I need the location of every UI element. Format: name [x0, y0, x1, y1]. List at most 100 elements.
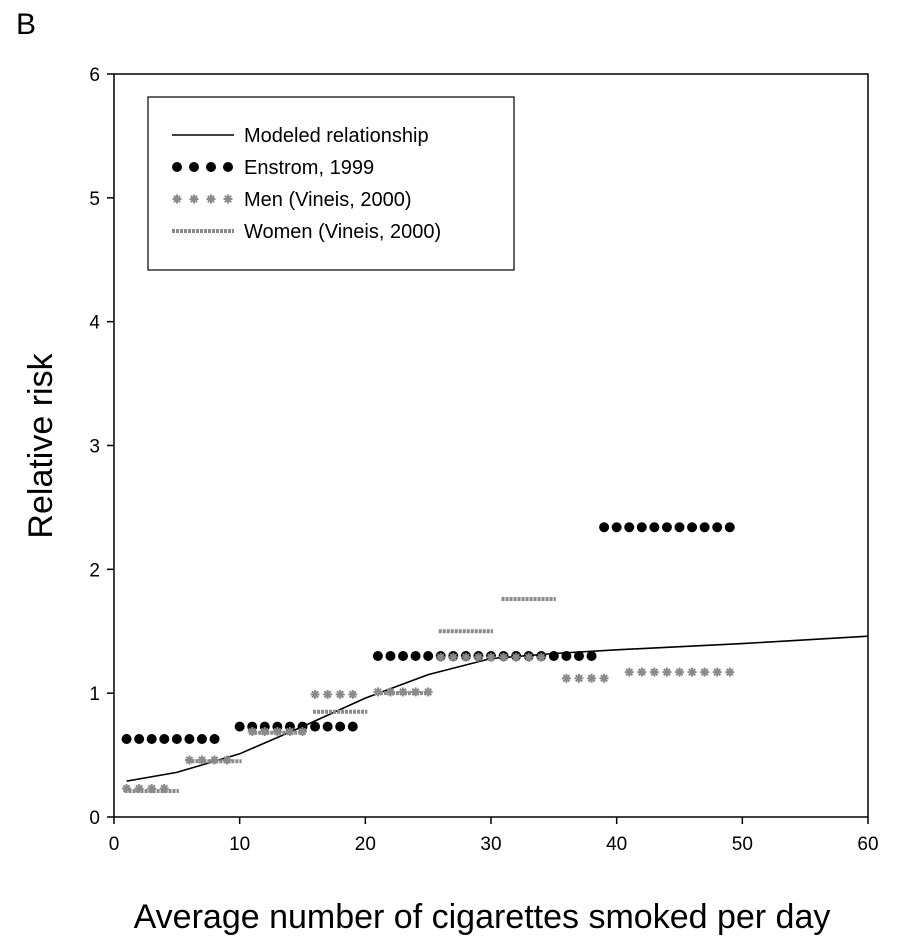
- enstrom-point: [184, 733, 195, 744]
- enstrom-point: [310, 721, 321, 732]
- enstrom-point: [712, 522, 723, 533]
- enstrom-point: [209, 733, 220, 744]
- men-point: [486, 652, 496, 662]
- x-tick-label: 0: [109, 834, 120, 855]
- enstrom-point: [674, 522, 685, 533]
- legend-swatch-marker: [206, 162, 216, 172]
- y-axis-title: Relative risk: [22, 352, 60, 538]
- series-enstrom-1999: [121, 522, 735, 744]
- men-point: [348, 689, 358, 699]
- star-spoke: [190, 195, 198, 203]
- star-spoke: [637, 668, 646, 677]
- enstrom-point: [196, 733, 207, 744]
- enstrom-point: [121, 733, 132, 744]
- legend: Modeled relationship Enstrom, 1999 Men (Vi…: [147, 96, 515, 271]
- men-point: [700, 667, 710, 677]
- x-axis-ticks: 0 10 20 30 40 50 60: [109, 817, 879, 855]
- star-spoke: [675, 668, 684, 677]
- enstrom-point: [398, 651, 409, 662]
- star-spoke: [487, 653, 495, 662]
- enstrom-point: [636, 522, 647, 533]
- star-spoke: [122, 784, 131, 793]
- star-spoke: [688, 668, 696, 677]
- star-spoke: [474, 653, 483, 662]
- x-tick-label: 30: [480, 834, 501, 855]
- star-spoke: [575, 674, 583, 683]
- x-tick-label: 10: [229, 834, 250, 855]
- men-point: [624, 667, 634, 677]
- y-axis-ticks: 0 1 2 3 4 5 6: [89, 65, 114, 829]
- enstrom-point: [385, 651, 396, 662]
- enstrom-point: [611, 522, 622, 533]
- legend-label: Enstrom, 1999: [244, 157, 374, 179]
- enstrom-point: [586, 651, 597, 662]
- enstrom-point: [372, 651, 383, 662]
- enstrom-point: [335, 721, 346, 732]
- legend-swatch-marker: [223, 194, 233, 204]
- enstrom-point: [322, 721, 333, 732]
- enstrom-point: [661, 522, 672, 533]
- star-spoke: [587, 674, 596, 683]
- star-spoke: [700, 668, 709, 677]
- star-spoke: [625, 668, 634, 677]
- legend-label: Women (Vineis, 2000): [244, 221, 441, 243]
- y-tick-label: 1: [89, 684, 100, 705]
- enstrom-point: [573, 651, 584, 662]
- men-point: [436, 652, 446, 662]
- star-spoke: [224, 195, 232, 203]
- enstrom-point: [699, 522, 710, 533]
- legend-label: Men (Vineis, 2000): [244, 189, 412, 211]
- legend-swatch-marker: [189, 194, 199, 204]
- star-spoke: [725, 668, 734, 677]
- enstrom-point: [599, 522, 610, 533]
- men-point: [511, 652, 521, 662]
- enstrom-point: [724, 522, 735, 533]
- star-spoke: [449, 653, 458, 662]
- men-point: [587, 673, 597, 683]
- men-point: [649, 667, 659, 677]
- men-point: [662, 667, 672, 677]
- star-spoke: [348, 690, 357, 699]
- star-spoke: [173, 195, 181, 203]
- men-point: [725, 667, 735, 677]
- legend-box: [147, 96, 515, 271]
- enstrom-point: [146, 733, 157, 744]
- enstrom-point: [561, 651, 572, 662]
- x-tick-label: 40: [606, 834, 627, 855]
- enstrom-point: [134, 733, 145, 744]
- y-tick-label: 0: [89, 808, 100, 829]
- legend-swatch-marker: [172, 162, 182, 172]
- x-tick-label: 60: [857, 834, 878, 855]
- men-point: [675, 667, 684, 677]
- men-point: [335, 689, 345, 699]
- men-point: [637, 667, 647, 677]
- y-tick-label: 6: [89, 65, 100, 86]
- men-point: [687, 667, 697, 677]
- enstrom-point: [410, 651, 421, 662]
- star-spoke: [512, 653, 521, 662]
- star-spoke: [663, 668, 671, 677]
- series-women-vineis-2000: [124, 597, 556, 793]
- enstrom-point: [234, 721, 245, 732]
- star-spoke: [713, 668, 722, 677]
- x-tick-label: 50: [732, 834, 753, 855]
- enstrom-point: [548, 651, 559, 662]
- enstrom-point: [347, 721, 358, 732]
- star-spoke: [537, 653, 546, 662]
- star-spoke: [562, 674, 571, 683]
- star-spoke: [311, 690, 319, 699]
- men-point: [473, 652, 483, 662]
- enstrom-point: [649, 522, 660, 533]
- enstrom-point: [171, 733, 182, 744]
- legend-label: Modeled relationship: [244, 125, 429, 147]
- legend-swatch-marker: [206, 194, 216, 204]
- star-spoke: [600, 674, 608, 683]
- star-spoke: [207, 195, 215, 203]
- star-spoke: [323, 690, 332, 699]
- star-spoke: [650, 668, 659, 677]
- men-point: [712, 667, 722, 677]
- y-tick-label: 5: [89, 189, 100, 210]
- legend-swatch-marker: [189, 162, 199, 172]
- legend-swatch-marker: [172, 194, 182, 204]
